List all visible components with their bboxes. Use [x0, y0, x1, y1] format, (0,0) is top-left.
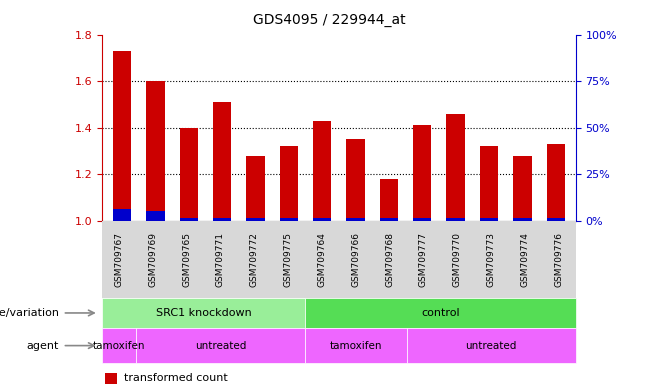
Text: agent: agent	[27, 341, 59, 351]
Bar	[547, 218, 565, 221]
Bar	[480, 218, 498, 221]
Text: tamoxifen: tamoxifen	[330, 341, 382, 351]
Bar	[447, 114, 465, 221]
Bar	[246, 156, 265, 221]
Text: untreated: untreated	[465, 341, 517, 351]
Bar	[113, 51, 131, 221]
Bar	[313, 218, 332, 221]
Text: GSM709777: GSM709777	[419, 232, 428, 287]
Text: GSM709772: GSM709772	[250, 232, 259, 286]
Bar	[102, 298, 305, 328]
Bar	[280, 218, 298, 221]
Bar	[213, 218, 231, 221]
Text: GSM709776: GSM709776	[554, 232, 563, 287]
Text: control: control	[421, 308, 460, 318]
Text: tamoxifen: tamoxifen	[93, 341, 145, 351]
Bar	[413, 125, 432, 221]
Bar	[480, 146, 498, 221]
Bar	[305, 328, 407, 363]
Text: GSM709775: GSM709775	[284, 232, 293, 287]
Text: genotype/variation: genotype/variation	[0, 308, 59, 318]
Bar	[102, 328, 136, 363]
Text: GDS4095 / 229944_at: GDS4095 / 229944_at	[253, 13, 405, 27]
Bar	[447, 218, 465, 221]
Text: GSM709771: GSM709771	[216, 232, 225, 287]
Bar	[213, 102, 231, 221]
Bar	[407, 328, 576, 363]
Text: SRC1 knockdown: SRC1 knockdown	[156, 308, 251, 318]
Bar	[102, 221, 576, 298]
Bar	[313, 121, 332, 221]
Text: GSM709769: GSM709769	[148, 232, 157, 287]
Text: GSM709767: GSM709767	[114, 232, 124, 287]
Bar	[136, 328, 305, 363]
Bar	[105, 373, 117, 384]
Bar	[180, 218, 198, 221]
Bar	[513, 218, 532, 221]
Bar	[413, 218, 432, 221]
Bar	[547, 144, 565, 221]
Text: GSM709766: GSM709766	[351, 232, 361, 287]
Text: GSM709768: GSM709768	[385, 232, 394, 287]
Text: GSM709774: GSM709774	[520, 232, 530, 286]
Bar	[180, 128, 198, 221]
Text: untreated: untreated	[195, 341, 246, 351]
Text: transformed count: transformed count	[124, 373, 228, 383]
Text: GSM709764: GSM709764	[317, 232, 326, 286]
Text: GSM709765: GSM709765	[182, 232, 191, 287]
Bar	[146, 81, 164, 221]
Bar	[146, 212, 164, 221]
Bar	[305, 298, 576, 328]
Bar	[380, 179, 398, 221]
Bar	[246, 218, 265, 221]
Bar	[380, 218, 398, 221]
Bar	[513, 156, 532, 221]
Text: GSM709770: GSM709770	[453, 232, 462, 287]
Bar	[346, 218, 365, 221]
Text: GSM709773: GSM709773	[487, 232, 495, 287]
Bar	[113, 209, 131, 221]
Bar	[280, 146, 298, 221]
Bar	[346, 139, 365, 221]
